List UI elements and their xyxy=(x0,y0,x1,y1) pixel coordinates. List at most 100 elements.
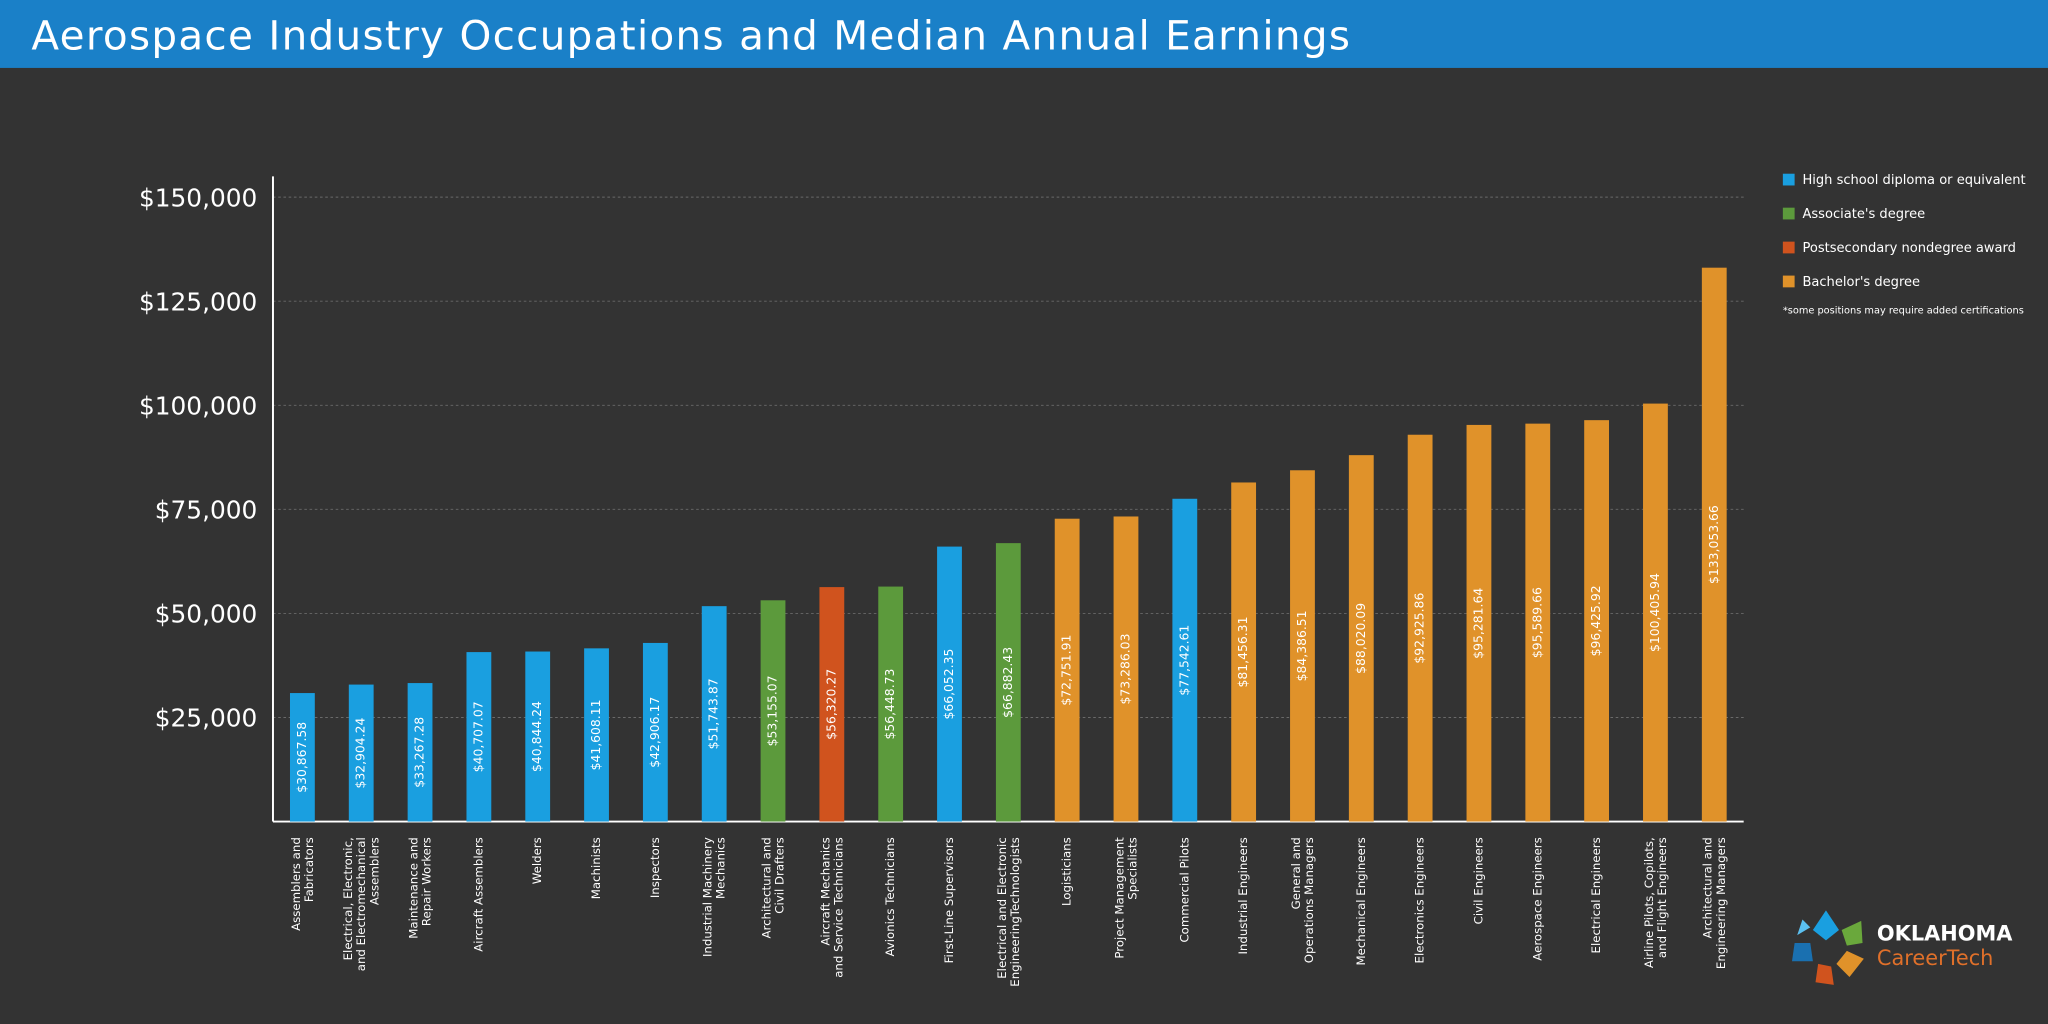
y-tick-label: $75,000 xyxy=(155,495,258,524)
y-tick-label: $125,000 xyxy=(139,287,257,316)
legend-swatch xyxy=(1782,275,1795,288)
value-label: $40,707.07 xyxy=(470,701,485,772)
value-label: $56,448.73 xyxy=(882,669,897,740)
bar xyxy=(937,546,962,822)
bar xyxy=(289,693,315,822)
legend-swatch xyxy=(1782,241,1795,254)
bar xyxy=(1466,424,1492,822)
logo-shape xyxy=(1797,919,1811,936)
legend-label: Postsecondary nondegree award xyxy=(1802,241,2016,256)
x-tick-label: Architectural andCivil Drafters xyxy=(759,837,786,938)
x-tick-label: Aircraft Assemblers xyxy=(471,837,485,952)
x-tick-label: Maintenance andRepair Workers xyxy=(406,837,433,939)
legend-label: High school diploma or equivalent xyxy=(1802,173,2025,188)
value-label: $92,925.86 xyxy=(1412,593,1427,664)
value-label: $53,155.07 xyxy=(765,675,780,746)
legend-swatch xyxy=(1782,207,1795,220)
bar xyxy=(1290,470,1315,822)
bar xyxy=(760,600,786,822)
x-tick-label: Industrial MachineryMechanics xyxy=(700,837,727,957)
bar xyxy=(1584,420,1610,822)
bar xyxy=(584,648,609,822)
value-label: $77,542.61 xyxy=(1176,625,1191,696)
value-label: $84,386.51 xyxy=(1294,610,1309,681)
legend-swatch xyxy=(1782,173,1795,186)
bar xyxy=(642,642,668,822)
logo-shape xyxy=(1812,910,1840,941)
bar xyxy=(1172,498,1198,822)
value-label: $30,867.58 xyxy=(294,722,309,793)
value-label: $133,053.66 xyxy=(1706,505,1721,584)
logo-shape xyxy=(1815,963,1834,985)
bar xyxy=(466,652,492,822)
bar xyxy=(348,684,374,822)
value-label: $95,281.64 xyxy=(1470,588,1485,659)
bar xyxy=(1701,267,1727,822)
logo-shape xyxy=(1836,950,1864,977)
value-label: $33,267.28 xyxy=(412,717,427,788)
value-label: $73,286.03 xyxy=(1117,634,1132,705)
bar xyxy=(407,683,433,822)
bar xyxy=(1054,518,1080,822)
value-label: $32,904.24 xyxy=(353,717,368,788)
footnote: *some positions may require added certif… xyxy=(1783,305,2024,316)
logo-text: CareerTech xyxy=(1877,946,1994,970)
x-tick-label: Mechanical Engineers xyxy=(1354,837,1368,965)
bar xyxy=(878,586,904,822)
x-tick-label: Electrical and ElectronicEngineeringTech… xyxy=(994,837,1021,986)
value-label: $56,320.27 xyxy=(823,669,838,740)
y-tick-label: $100,000 xyxy=(139,391,257,420)
x-tick-label: Project ManagementSpecialists xyxy=(1112,837,1139,959)
bar xyxy=(1113,516,1139,822)
chart-title: Aerospace Industry Occupations and Media… xyxy=(31,12,1351,60)
value-label: $66,052.35 xyxy=(941,649,956,720)
x-tick-label: Industrial Engineers xyxy=(1236,837,1250,954)
x-tick-label: Machinists xyxy=(589,837,603,899)
x-tick-label: Electronics Engineers xyxy=(1413,837,1427,963)
bar xyxy=(995,543,1021,822)
value-label: $81,456.31 xyxy=(1235,617,1250,688)
value-label: $41,608.11 xyxy=(588,699,603,770)
x-tick-label: Welders xyxy=(530,837,544,884)
title-bar xyxy=(0,0,2048,68)
x-tick-label: Commercial Pilots xyxy=(1177,837,1191,942)
x-tick-label: Civil Engineers xyxy=(1471,837,1485,924)
bar xyxy=(819,587,845,822)
x-tick-label: Electrical Engineers xyxy=(1589,837,1603,953)
logo-shape xyxy=(1792,943,1813,962)
bar xyxy=(1525,423,1551,822)
legend-label: Bachelor's degree xyxy=(1802,275,1920,290)
logo-shape xyxy=(1841,920,1863,946)
x-tick-label: Logisticians xyxy=(1060,837,1074,906)
x-tick-label: Electrical, Electronic,and Electromechan… xyxy=(341,837,381,971)
y-tick-label: $150,000 xyxy=(139,183,257,212)
bar xyxy=(1643,403,1668,822)
y-tick-label: $25,000 xyxy=(155,704,258,733)
y-tick-label: $50,000 xyxy=(155,600,258,629)
value-label: $72,751.91 xyxy=(1059,635,1074,706)
bar xyxy=(1231,482,1257,822)
value-label: $42,906.17 xyxy=(647,697,662,768)
value-label: $95,589.66 xyxy=(1529,587,1544,658)
x-tick-label: Inspectors xyxy=(648,837,662,898)
bar xyxy=(1407,434,1433,822)
value-label: $96,425.92 xyxy=(1588,585,1603,656)
bar xyxy=(525,651,551,822)
value-label: $51,743.87 xyxy=(706,678,721,749)
x-tick-label: Aerospace Engineers xyxy=(1530,837,1544,960)
x-tick-label: Aircraft Mechanicsand Service Technician… xyxy=(818,837,845,978)
value-label: $88,020.09 xyxy=(1353,603,1368,674)
legend-label: Associate's degree xyxy=(1802,207,1925,222)
x-tick-label: Airline Pilots, Copilots,and Flight Engi… xyxy=(1641,837,1668,968)
logo-text: OKLAHOMA xyxy=(1877,921,2013,945)
x-tick-label: Assemblers andFabricators xyxy=(288,837,315,931)
logo: OKLAHOMA CareerTech xyxy=(1792,910,2013,985)
value-label: $66,882.43 xyxy=(1000,647,1015,718)
bar xyxy=(701,606,727,822)
x-tick-label: General andOperations Managers xyxy=(1288,837,1315,963)
value-label: $100,405.94 xyxy=(1647,573,1662,652)
x-tick-label: Architectural andEngineering Managers xyxy=(1700,837,1727,969)
x-tick-label: First-Line Supervisors xyxy=(942,837,956,963)
